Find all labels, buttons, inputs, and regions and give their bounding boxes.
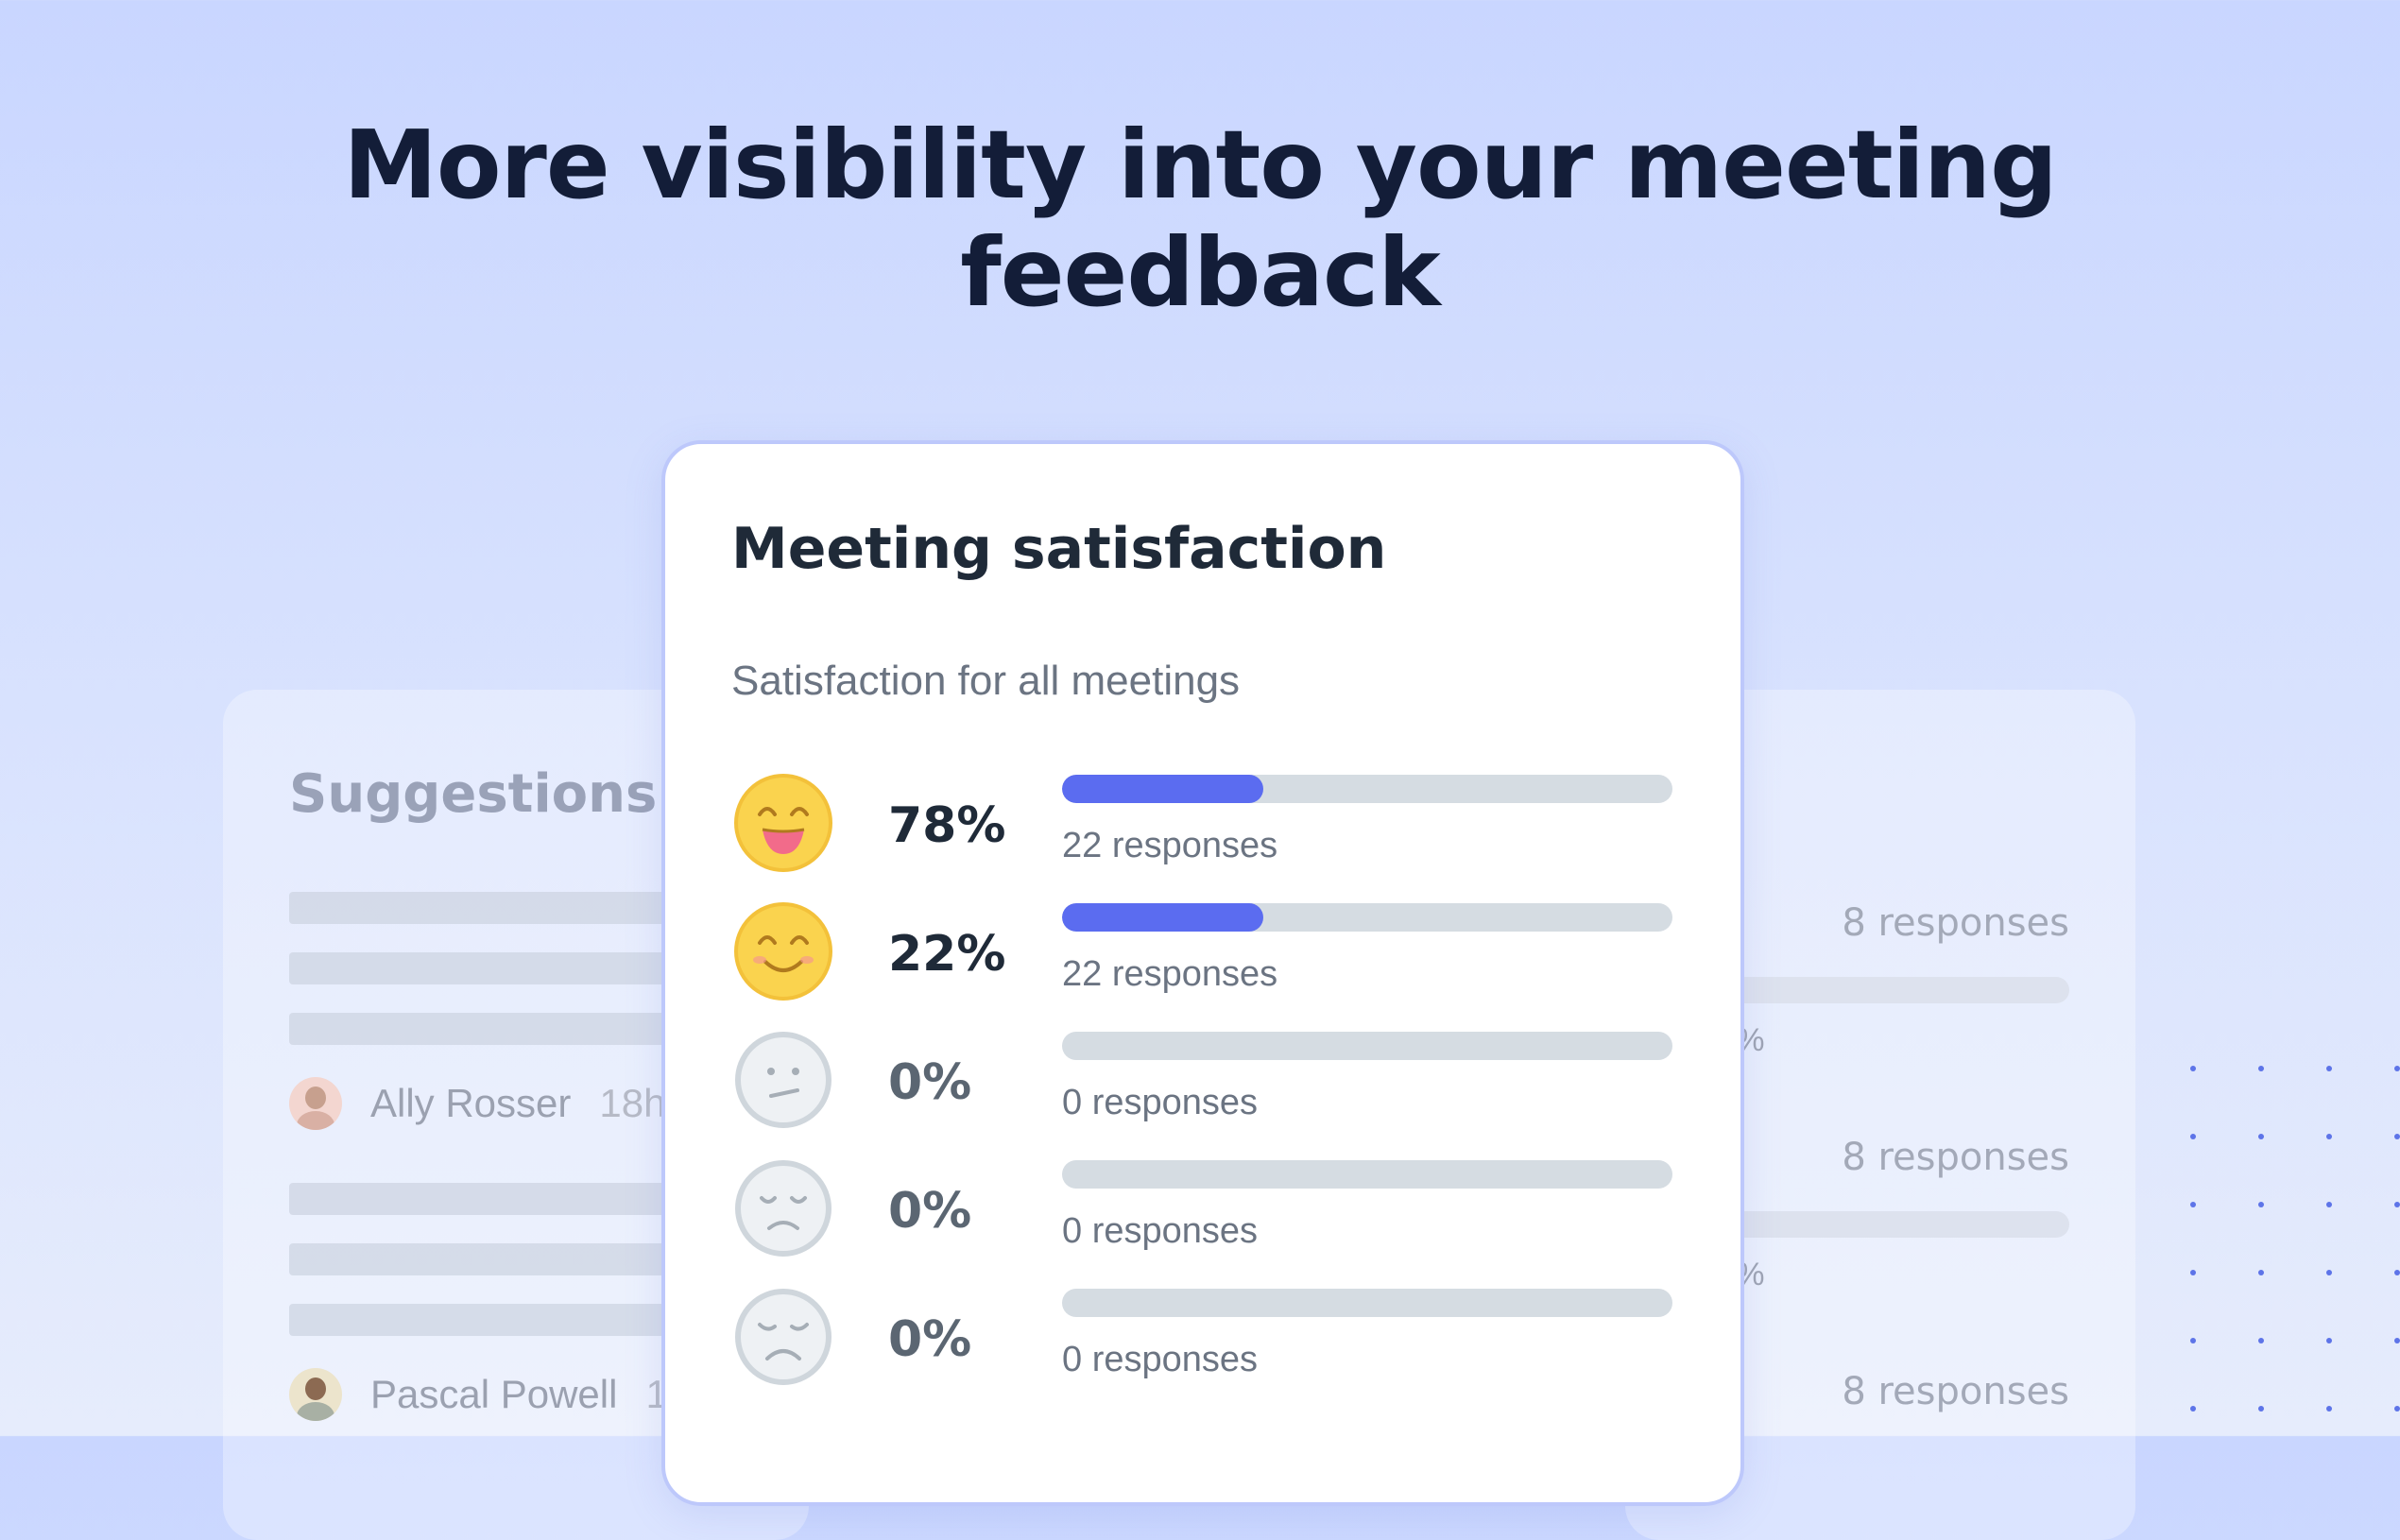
progress-track <box>1062 1160 1672 1189</box>
dot <box>2394 1406 2400 1412</box>
laughing-face-icon <box>734 774 832 872</box>
dot <box>2258 1066 2264 1071</box>
response-count: 0 responses <box>1062 1083 1259 1122</box>
satisfaction-row: 0% 0 responses <box>731 1028 1676 1141</box>
author-name: Ally Rosser <box>370 1081 572 1125</box>
dot <box>2258 1270 2264 1275</box>
dot <box>2190 1406 2196 1412</box>
suggestion-author: Ally Rosser 18h <box>289 1077 665 1130</box>
dot <box>2326 1406 2332 1412</box>
suggestions-title: Suggestions <box>289 763 658 825</box>
dot <box>2326 1134 2332 1139</box>
card-subtitle: Satisfaction for all meetings <box>731 658 1241 704</box>
neutral-face-icon <box>735 1032 831 1128</box>
dot <box>2190 1066 2196 1071</box>
page-headline: More visibility into your meeting feedba… <box>0 111 2400 327</box>
headline-line-1: More visibility into your meeting <box>343 110 2057 220</box>
dot <box>2394 1202 2400 1207</box>
percent-value: 0% <box>888 1183 972 1240</box>
dot <box>2394 1134 2400 1139</box>
response-count: 8 responses <box>1842 1370 2069 1413</box>
dot <box>2258 1202 2264 1207</box>
satisfaction-row: 0% 0 responses <box>731 1156 1676 1270</box>
author-name: Pascal Powell <box>370 1372 618 1416</box>
progress-track <box>1062 1032 1672 1060</box>
suggestion-author: Pascal Powell 1 <box>289 1368 668 1421</box>
response-count: 8 responses <box>1842 901 2069 945</box>
percent-value: 0% <box>888 1054 972 1111</box>
percent-value: 22% <box>888 926 1006 983</box>
card-title: Meeting satisfaction <box>731 516 1387 582</box>
dot <box>2326 1338 2332 1343</box>
percent-value: 78% <box>888 797 1006 854</box>
very-sad-face-icon <box>735 1289 831 1385</box>
progress-fill <box>1062 903 1264 932</box>
satisfaction-row: 0% 0 responses <box>731 1285 1676 1398</box>
progress-fill <box>1062 775 1264 803</box>
dot <box>2258 1406 2264 1412</box>
dot <box>2394 1338 2400 1343</box>
dot <box>2190 1134 2196 1139</box>
satisfaction-row: 78% 22 responses <box>731 771 1676 884</box>
dot <box>2258 1134 2264 1139</box>
dot <box>2326 1270 2332 1275</box>
progress-track <box>1062 775 1672 803</box>
satisfaction-row: 22% 22 responses <box>731 899 1676 1013</box>
dot <box>2190 1270 2196 1275</box>
progress-track <box>1062 1289 1672 1317</box>
smiling-face-icon <box>734 902 832 1001</box>
response-count: 22 responses <box>1062 826 1278 865</box>
avatar <box>289 1077 342 1130</box>
avatar <box>289 1368 342 1421</box>
response-count: 0 responses <box>1062 1211 1259 1251</box>
progress-track <box>1062 903 1672 932</box>
dot <box>2394 1066 2400 1071</box>
meeting-satisfaction-card: Meeting satisfaction Satisfaction for al… <box>661 440 1744 1506</box>
dot <box>2258 1338 2264 1343</box>
dot <box>2326 1202 2332 1207</box>
response-count: 0 responses <box>1062 1340 1259 1379</box>
author-time: 18h <box>599 1081 666 1125</box>
dot <box>2326 1066 2332 1071</box>
dot <box>2394 1270 2400 1275</box>
sad-face-icon <box>735 1160 831 1257</box>
percent-value: 0% <box>888 1311 972 1368</box>
response-count: 8 responses <box>1842 1136 2069 1179</box>
dot <box>2190 1338 2196 1343</box>
response-count: 22 responses <box>1062 954 1278 994</box>
headline-line-2: feedback <box>960 217 1441 328</box>
dot <box>2190 1202 2196 1207</box>
